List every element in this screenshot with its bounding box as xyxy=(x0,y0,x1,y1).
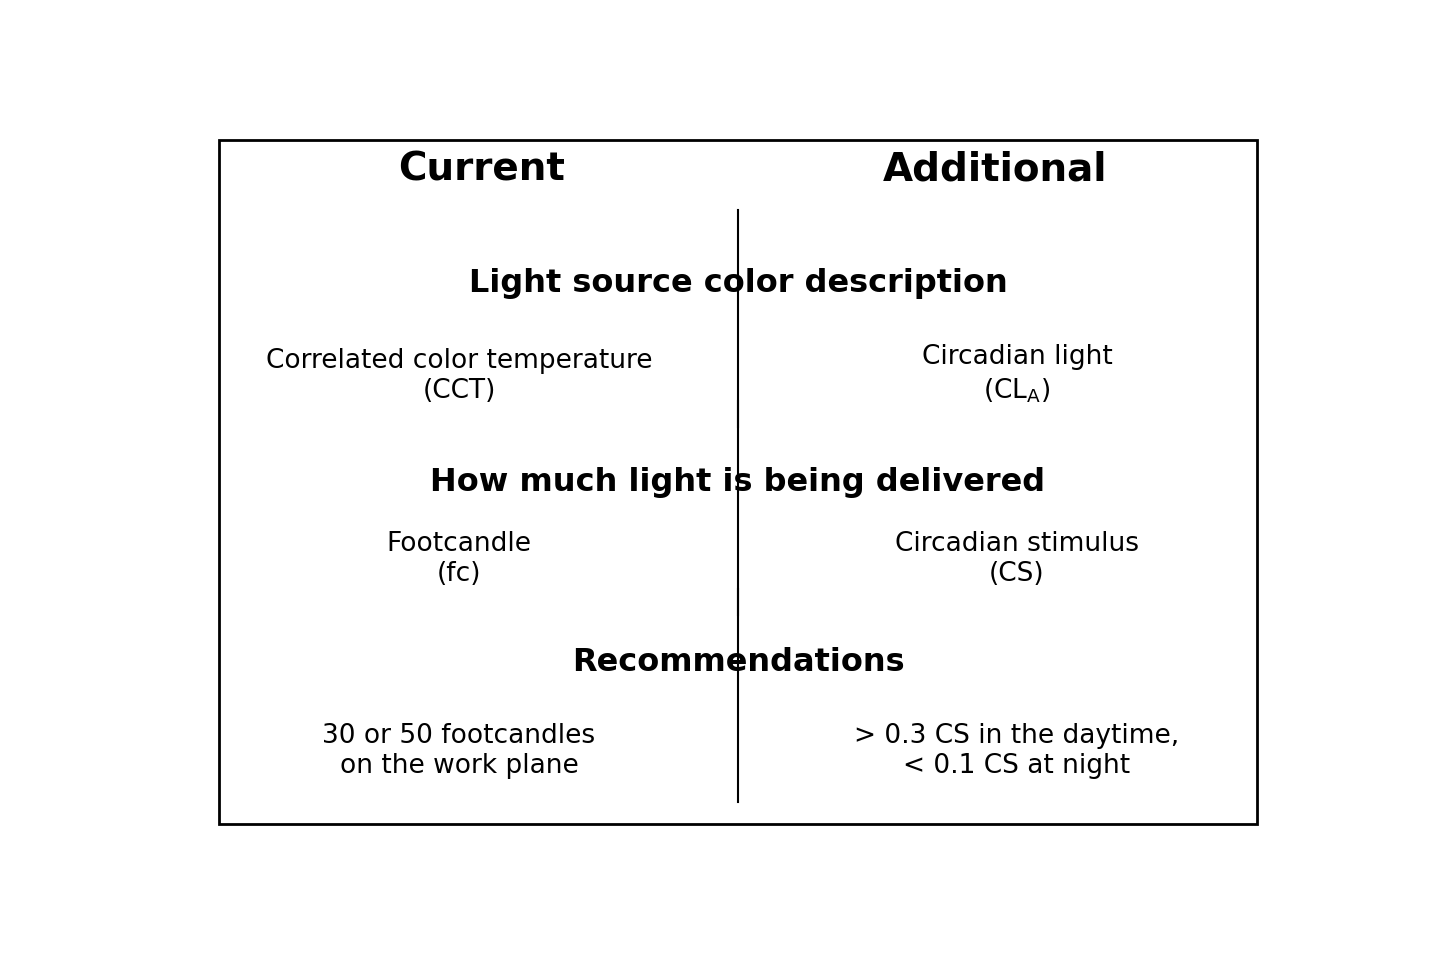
Text: Light source color description: Light source color description xyxy=(468,268,1008,299)
Text: How much light is being delivered: How much light is being delivered xyxy=(431,467,1045,498)
Text: Correlated color temperature
(CCT): Correlated color temperature (CCT) xyxy=(266,348,652,404)
Text: Additional: Additional xyxy=(883,151,1107,189)
Text: Current: Current xyxy=(397,151,564,189)
Text: > 0.3 CS in the daytime,
< 0.1 CS at night: > 0.3 CS in the daytime, < 0.1 CS at nig… xyxy=(854,723,1179,778)
Text: 30 or 50 footcandles
on the work plane: 30 or 50 footcandles on the work plane xyxy=(323,723,596,778)
Text: Footcandle
(fc): Footcandle (fc) xyxy=(386,532,531,587)
Text: Circadian stimulus
(CS): Circadian stimulus (CS) xyxy=(896,532,1139,587)
Text: $\mathregular{(CL_{A})}$: $\mathregular{(CL_{A})}$ xyxy=(984,376,1051,405)
Text: Recommendations: Recommendations xyxy=(572,647,904,678)
Text: Circadian light: Circadian light xyxy=(922,344,1112,371)
